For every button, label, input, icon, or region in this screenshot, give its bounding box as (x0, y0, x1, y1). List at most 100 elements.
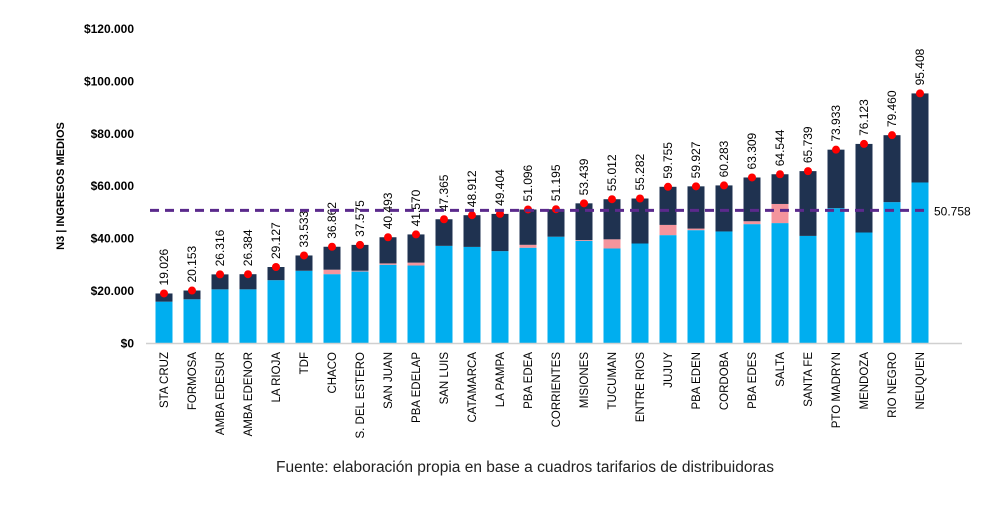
bar-segment-top (659, 186, 677, 225)
category-label: PBA EDES (747, 352, 759, 409)
total-label: 73.933 (829, 105, 843, 142)
bar-segment-top (771, 174, 789, 204)
bar-segment-base (743, 224, 761, 344)
bar-segment-top (547, 209, 565, 237)
bar-segment-top (351, 244, 369, 271)
y-tick-label: $60.000 (91, 179, 135, 193)
bar-segment-top (211, 274, 229, 290)
bar-segment-base (519, 247, 537, 344)
category-label: JUJUY (663, 352, 675, 388)
bar-segment-base (771, 223, 789, 344)
total-marker (776, 170, 784, 179)
bar-segment-top (603, 199, 621, 240)
bar-segment-base (491, 251, 509, 344)
bar-segment-top (323, 246, 341, 270)
total-marker (468, 211, 476, 220)
bar-segment-base (911, 182, 929, 344)
category-label: AMBA EDENOR (243, 352, 255, 436)
bar-segment-middle (575, 240, 593, 241)
total-label: 79.460 (885, 90, 899, 127)
bar-segment-top (687, 186, 705, 229)
bar-segment-middle (379, 263, 397, 265)
bar-segment-middle (407, 262, 425, 266)
bar-segment-top (575, 203, 593, 241)
total-label: 55.282 (633, 153, 647, 190)
total-marker (412, 230, 420, 239)
total-marker (860, 139, 868, 148)
total-marker (188, 286, 196, 295)
bar-segment-base (463, 246, 481, 344)
bar-segment-middle (603, 239, 621, 249)
total-marker (804, 167, 812, 176)
total-marker (328, 242, 336, 251)
category-label: LA PAMPA (495, 352, 507, 408)
bar-segment-base (211, 289, 229, 344)
category-label: RIO NEGRO (887, 352, 899, 418)
bar-segment-base (827, 208, 845, 344)
category-label: LA RIOJA (271, 352, 283, 403)
y-tick-label: $40.000 (91, 232, 135, 246)
total-label: 41.570 (409, 189, 423, 226)
total-label: 95.408 (913, 48, 927, 85)
category-label: MISIONES (579, 352, 591, 409)
total-label: 29.127 (269, 222, 283, 259)
category-label: AMBA EDESUR (215, 352, 227, 435)
bar-segment-top (715, 185, 733, 232)
y-tick-label: $100.000 (84, 74, 134, 88)
total-label: 19.026 (157, 248, 171, 285)
y-axis: $0 $20.000 $40.000 $60.000 $80.000 $100.000 $1… (84, 22, 134, 350)
category-label: TUCUMAN (607, 352, 619, 410)
bar-segment-base (799, 235, 817, 344)
y-axis-label: N3 | INGRESOS MEDIOS (55, 122, 67, 250)
bar-segment-base (379, 264, 397, 344)
bar-segment-top (239, 274, 257, 290)
bar-segment-middle (659, 224, 677, 236)
bar-segment-base (267, 280, 285, 344)
category-label: SAN JUAN (383, 352, 395, 409)
category-label: SALTA (775, 352, 787, 387)
footnote: Fuente: elaboración propia en base a cua… (275, 459, 775, 476)
bar-segment-top (295, 255, 313, 271)
total-label: 40.493 (381, 192, 395, 229)
total-label: 59.927 (689, 141, 703, 178)
bar-segment-middle (519, 244, 537, 248)
bar-segment-top (463, 215, 481, 247)
category-label: STA CRUZ (159, 352, 171, 408)
total-label: 51.096 (521, 164, 535, 201)
category-label: SANTA FE (803, 352, 815, 407)
total-marker (272, 263, 280, 272)
category-label: PBA EDEN (691, 352, 703, 410)
bar-segment-base (659, 235, 677, 344)
bar-segment-base (687, 230, 705, 344)
total-marker (916, 89, 924, 98)
average-label: 50.758 (934, 204, 971, 218)
bar-segment-top (183, 290, 201, 300)
total-marker (888, 131, 896, 140)
bar-segment-base (323, 274, 341, 344)
total-label: 37.575 (353, 200, 367, 237)
category-label: SAN LUIS (439, 352, 451, 405)
bar-segment-top (379, 237, 397, 264)
total-label: 36.862 (325, 202, 339, 239)
bar-segment-top (827, 149, 845, 209)
total-marker (692, 182, 700, 191)
category-label: MENDOZA (859, 352, 871, 410)
category-label: PBA EDEA (523, 352, 535, 409)
category-label: S. DEL ESTERO (355, 352, 367, 439)
bar-segment-top (519, 209, 537, 245)
total-marker (244, 270, 252, 279)
total-label: 76.123 (857, 99, 871, 136)
y-tick-label: $120.000 (84, 22, 134, 36)
total-label: 48.912 (465, 170, 479, 207)
category-label: NEUQUEN (915, 352, 927, 410)
total-marker (384, 233, 392, 242)
total-label: 20.153 (185, 245, 199, 282)
bar-segment-top (911, 93, 929, 183)
total-marker (300, 251, 308, 260)
category-label: CORDOBA (719, 352, 731, 410)
total-label: 26.316 (213, 229, 227, 266)
bars: 19.026 20.153 26.316 26.384 29.127 33.533 36.8… (155, 48, 929, 344)
bar-segment-top (883, 135, 901, 203)
total-label: 47.365 (437, 174, 451, 211)
